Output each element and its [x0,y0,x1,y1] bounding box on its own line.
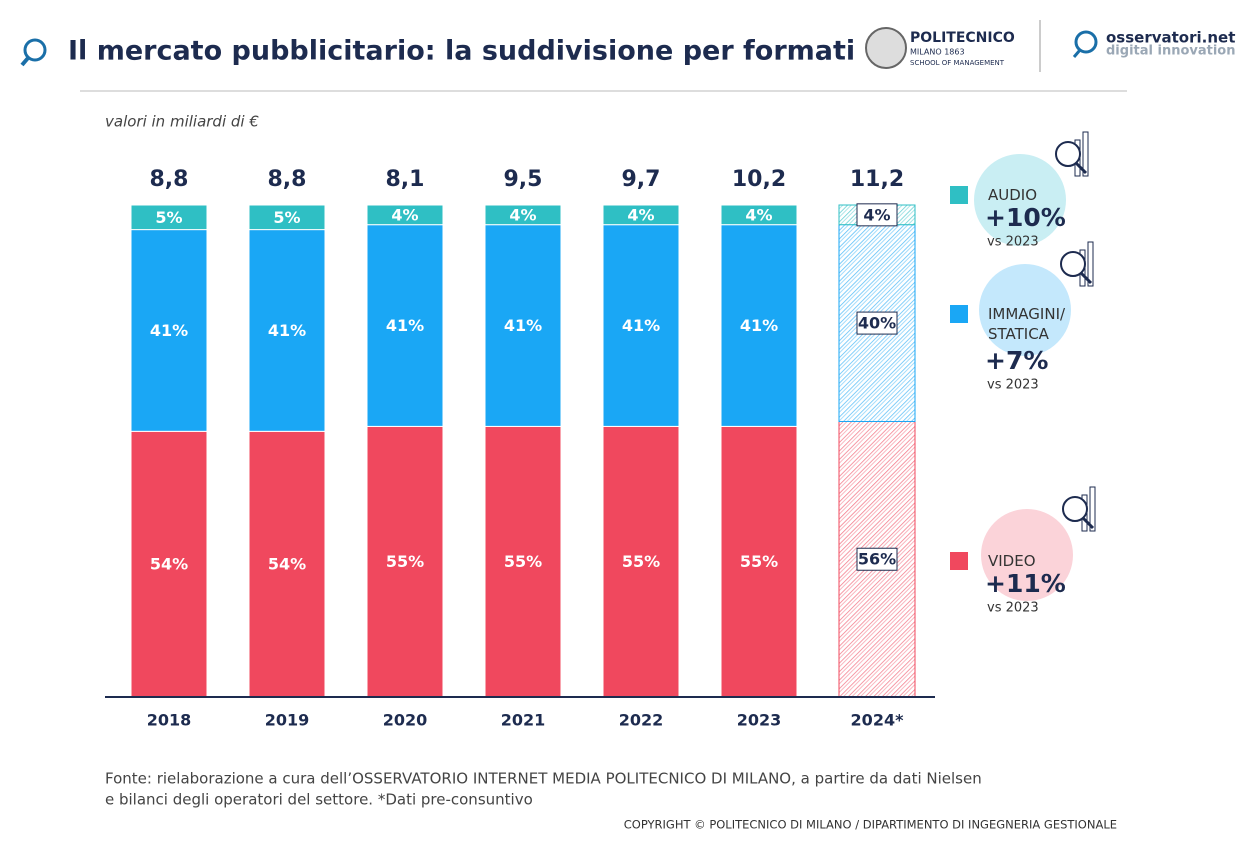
data-label: 41% [268,321,306,340]
bar-segment [248,204,326,231]
x-tick-label: 2020 [383,711,428,730]
bar-segment [130,430,208,698]
legend-icon [1060,241,1094,287]
x-tick-label: 2021 [501,711,546,730]
icon-lens [1060,251,1086,277]
data-label: 55% [386,552,424,571]
title: Il mercato pubblicitario: la suddivision… [68,36,855,67]
data-label: 41% [504,316,542,335]
data-label: 4% [391,205,418,224]
bar-segment [130,204,208,231]
logo-text: digital innovation [1106,44,1236,59]
bar-segment [484,204,562,226]
legend-swatch [950,305,968,323]
bar-segment [366,425,444,698]
legend-icon [1055,131,1089,177]
icon-lens [1055,141,1081,167]
bar-segment [720,204,798,226]
label-box [856,203,898,227]
legend-comparison: vs 2023 [987,601,1039,616]
legend-growth: +11% [985,569,1066,598]
data-label: 4% [509,205,536,224]
data-label: 55% [622,552,660,571]
data-label: 55% [740,552,778,571]
icon-handle [1081,516,1095,530]
label-box [856,311,898,335]
data-label: 54% [268,555,306,574]
logo-text: osservatori.net [1106,29,1235,47]
bar-segment [130,229,208,432]
data-label: 55% [504,552,542,571]
legend-bubble [981,509,1073,601]
label-box [856,547,898,571]
legend-icon [1062,486,1096,532]
bar-segment [720,224,798,427]
logo-text: MILANO 1863 [910,48,965,57]
legend-label: IMMAGINI/STATICA [988,305,1066,343]
data-label: 4% [627,205,654,224]
bar-segment [720,425,798,698]
legend-label: AUDIO [988,186,1037,204]
bar-segment [366,204,444,226]
bar-segment [484,224,562,427]
data-label: 4% [745,205,772,224]
source: e bilanci degli operatori del settore. *… [105,791,533,809]
total-label: 10,2 [732,167,786,192]
total-label: 9,7 [622,167,661,192]
data-label: 56% [858,550,896,569]
legend-bubble [979,264,1071,356]
legend-swatch [950,186,968,204]
bar-segment [248,229,326,432]
total-label: 8,1 [386,167,425,192]
x-tick-label: 2019 [265,711,310,730]
data-label: 41% [150,321,188,340]
legend-comparison: vs 2023 [987,378,1039,393]
data-label: 41% [740,316,778,335]
logo-text: SCHOOL OF MANAGEMENT [910,59,1005,67]
legend-label: VIDEO [988,552,1036,570]
legend-growth: +10% [985,203,1066,232]
x-tick-label: 2024* [851,711,905,730]
logo-osservatori: osservatori.net digital innovation [1072,29,1236,59]
data-label: 40% [858,314,896,333]
bar-segment [602,224,680,427]
icon-lens [1062,496,1088,522]
source: Fonte: rielaborazione a cura dell’OSSERV… [105,770,982,788]
total-label: 9,5 [504,167,543,192]
bar-segment [484,425,562,698]
icon-bar [1087,241,1094,287]
bar-segment [602,204,680,226]
data-label: 41% [622,316,660,335]
legend-growth: +7% [985,346,1048,375]
data-label: 5% [155,208,182,227]
data-label: 41% [386,316,424,335]
total-label: 11,2 [850,167,904,192]
x-tick-label: 2018 [147,711,192,730]
data-label: 54% [150,555,188,574]
bar-segment [602,425,680,698]
bar-segment [248,430,326,698]
total-label: 8,8 [268,167,307,192]
x-tick-label: 2022 [619,711,664,730]
subtitle: valori in miliardi di € [105,113,259,131]
legend-bubble [974,154,1066,246]
icon-handle [1074,161,1088,175]
icon-handle [1079,271,1093,285]
icon-bar [1089,486,1096,532]
logo-politecnico: POLITECNICO MILANO 1863 SCHOOL OF MANAGE… [865,27,1015,69]
icon-bar [1082,131,1089,177]
legend-comparison: vs 2023 [987,235,1039,250]
total-label: 8,8 [150,167,189,192]
legend-swatch [950,552,968,570]
x-tick-label: 2023 [737,711,782,730]
data-label: 5% [273,208,300,227]
copyright: COPYRIGHT © POLITECNICO DI MILANO / DIPA… [624,818,1117,832]
title-icon [20,38,47,67]
data-label: 4% [863,205,890,224]
logo-text: POLITECNICO [910,30,1015,46]
